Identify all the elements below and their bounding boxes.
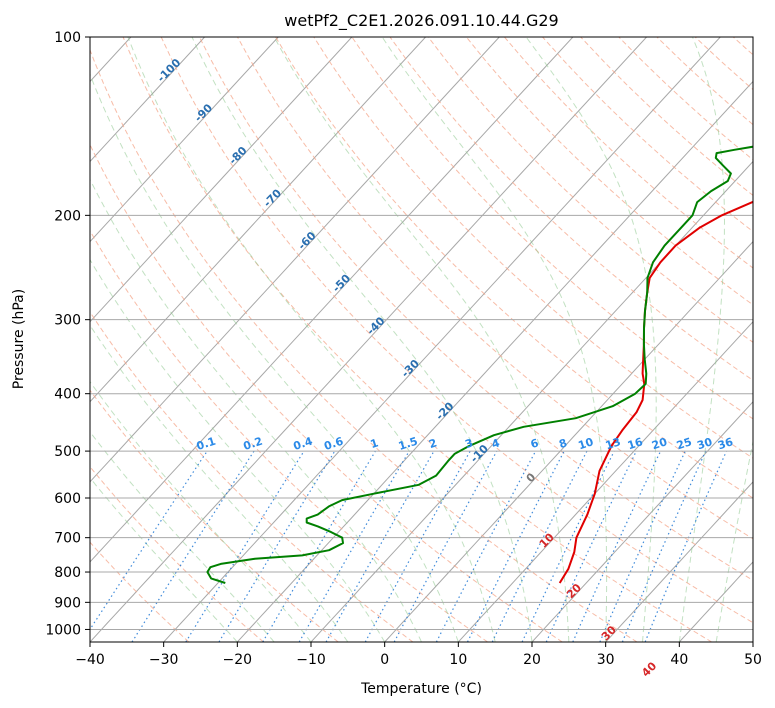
y-tick-label: 1000: [45, 622, 81, 638]
moist-adiabat-line: [90, 178, 422, 642]
mixing-ratio-label: 0.1: [195, 435, 218, 453]
mixing-ratio-line: [521, 450, 615, 642]
mixing-ratio-line: [491, 450, 588, 642]
isotherm-line: [384, 240, 753, 642]
x-tick-label: 30: [597, 652, 615, 668]
moist-adiabat-line: [715, 438, 753, 642]
y-axis-label: Pressure (hPa): [11, 289, 27, 389]
mixing-ratio-label: 1: [369, 436, 380, 451]
mixing-ratio-label: 4: [490, 436, 502, 451]
isotherm-line: [90, 37, 574, 563]
dry-adiabat-line: [389, 37, 753, 381]
mixing-ratio-label: 30: [695, 435, 714, 452]
dry-adiabat-line: [313, 37, 753, 459]
isotherm-line: [163, 37, 721, 642]
isotherm-line: [457, 321, 753, 642]
mixing-ratio-line: [545, 450, 637, 642]
isotherm-line: [310, 160, 753, 642]
profile-series: [206, 145, 753, 584]
x-tick-label: −20: [223, 652, 253, 668]
x-tick-label: 50: [744, 652, 762, 668]
isotherm-line: [90, 37, 500, 483]
mixing-ratio-label: 10: [577, 435, 596, 452]
mixing-ratio-line: [131, 450, 255, 642]
x-axis-label: Temperature (°C): [360, 681, 482, 697]
mixing-ratio-line: [218, 450, 336, 642]
moist-adiabat-line: [90, 72, 459, 642]
isotherm-line: [531, 401, 753, 642]
mixing-ratio-label: 0.6: [322, 434, 345, 452]
moist-adiabat-line: [90, 380, 312, 642]
mixing-ratio-label: 25: [675, 435, 694, 452]
plot-frame: [89, 36, 754, 643]
mixing-ratio-label: 1.5: [397, 435, 420, 453]
y-tick-label: 900: [54, 595, 81, 611]
x-tick-label: 10: [449, 652, 467, 668]
dry-adiabat-line: [237, 37, 753, 540]
x-tick-label: −40: [75, 652, 105, 668]
dry-adiabat-line: [275, 37, 753, 499]
dry-adiabat-line: [90, 311, 414, 642]
dry-adiabat-line: [90, 48, 638, 642]
mixing-ratio-label: 6: [529, 436, 541, 451]
y-tick-label: 600: [54, 491, 81, 507]
y-tick-label: 500: [54, 444, 81, 460]
y-tick-label: 700: [54, 531, 81, 547]
dry-adiabat-line: [465, 37, 753, 306]
mixing-ratio-label: 16: [626, 435, 645, 452]
dry-adiabat-line: [90, 465, 264, 642]
mixing-ratio-label: 20: [650, 435, 669, 452]
x-tick-label: −30: [149, 652, 179, 668]
x-tick-label: 0: [380, 652, 389, 668]
mixing-ratio-label: 2: [427, 436, 438, 451]
isotherm-line: [90, 37, 353, 323]
isotherm-line: [90, 37, 426, 403]
dewpoint-profile-line: [206, 145, 753, 584]
mixing-ratio-line: [572, 450, 662, 642]
mixing-ratio-line: [90, 450, 208, 631]
dry-adiabat-line: [90, 389, 339, 642]
background-lines: [90, 37, 753, 642]
moist-adiabat-line: [273, 37, 570, 642]
mixing-ratio-line: [185, 450, 305, 642]
dry-adiabat-line: [198, 37, 753, 581]
isotherm-line: [605, 481, 753, 642]
moist-adiabat-line: [127, 37, 496, 642]
mixing-ratio-label: 36: [716, 435, 735, 452]
mixing-ratio-label: 13: [604, 435, 623, 452]
dry-adiabat-line: [160, 37, 753, 624]
moist-adiabat-line: [90, 324, 349, 642]
mixing-ratio-label: 8: [557, 436, 568, 451]
mixing-ratio-line: [393, 450, 498, 642]
chart-title: wetPf2_C2E1.2026.091.10.44.G29: [284, 11, 558, 31]
x-tick-label: 20: [523, 652, 541, 668]
isotherm-line: [90, 37, 647, 642]
y-axis-ticks: 100 200 300 400 500 600 700 800 900 1000: [45, 30, 90, 638]
x-axis-ticks: −40 −30 −20 −10 0 10 20 30 40 50: [75, 642, 762, 668]
moist-adiabat-line: [381, 37, 608, 642]
y-tick-label: 300: [54, 313, 81, 329]
mixing-ratio-label: 0.2: [242, 435, 265, 453]
y-tick-label: 800: [54, 565, 81, 581]
x-tick-label: −10: [296, 652, 326, 668]
dry-adiabat-line: [90, 143, 563, 642]
mixing-ratio-label: 0.4: [292, 434, 315, 452]
isotherm-line: [678, 561, 753, 642]
x-tick-label: 40: [670, 652, 688, 668]
moist-adiabat-line: [191, 37, 533, 642]
y-tick-label: 200: [54, 208, 81, 224]
moist-adiabat-line: [678, 37, 726, 642]
mixing-ratio-label: 3: [463, 436, 474, 451]
mixing-ratio-line: [262, 450, 376, 642]
y-tick-label: 400: [54, 387, 81, 403]
mixing-ratio-line: [298, 450, 410, 642]
y-tick-label: 100: [54, 30, 81, 46]
